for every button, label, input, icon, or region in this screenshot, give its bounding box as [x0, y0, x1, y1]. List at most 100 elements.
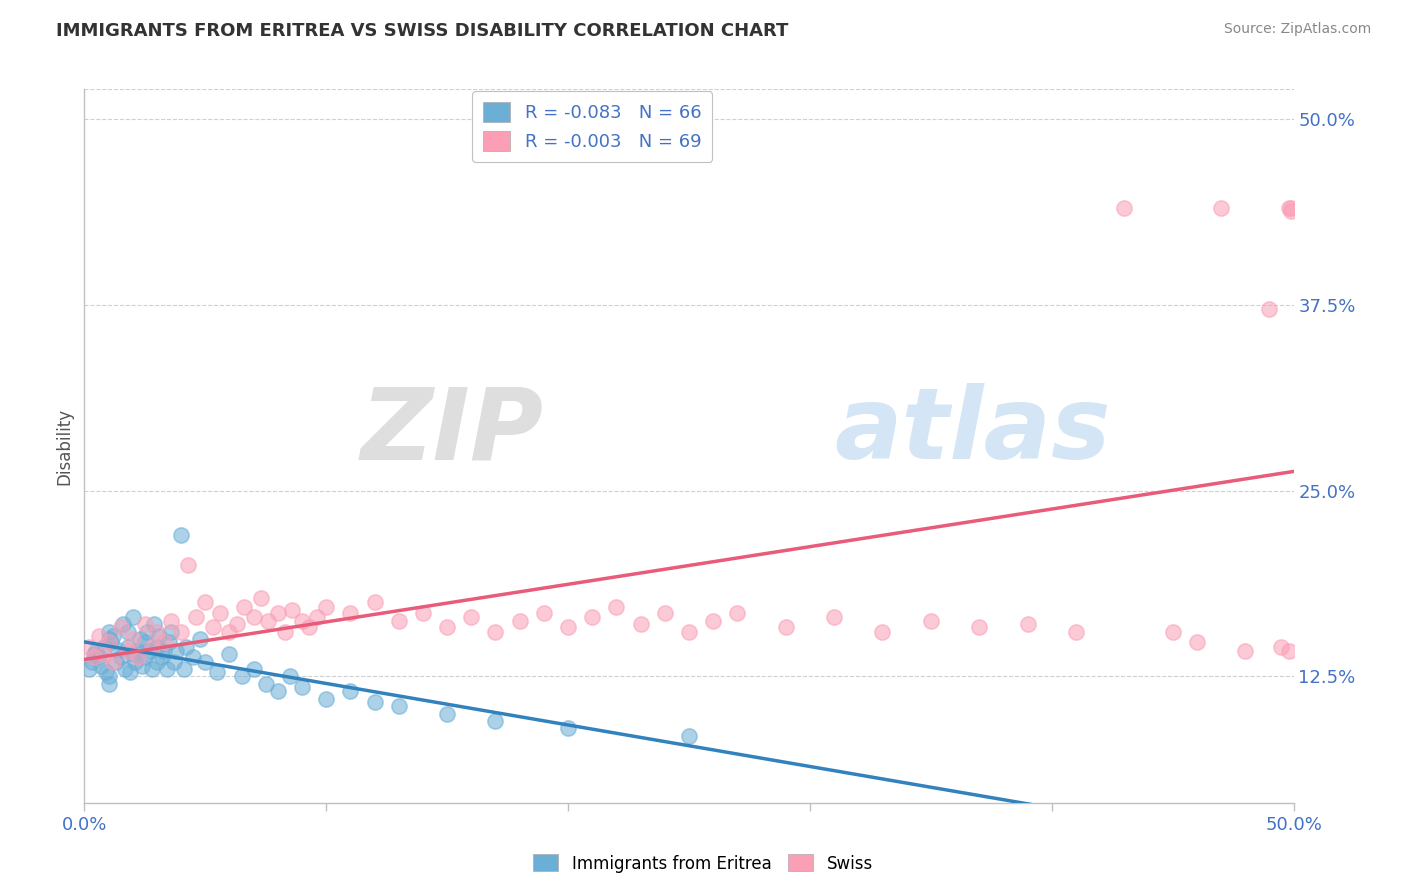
Point: [460, 610, 482, 624]
Point: [218, 647, 240, 661]
Point: [363, 595, 385, 609]
Point: [117, 640, 139, 654]
Point: [775, 620, 797, 634]
Point: [194, 595, 217, 609]
Point: [533, 606, 555, 620]
Point: [170, 528, 193, 542]
Point: [160, 615, 183, 629]
Point: [291, 680, 314, 694]
Legend: Immigrants from Eritrea, Swiss: Immigrants from Eritrea, Swiss: [527, 847, 879, 880]
Point: [138, 644, 160, 658]
Point: [120, 665, 142, 679]
Point: [134, 635, 156, 649]
Point: [181, 650, 204, 665]
Point: [1161, 624, 1184, 639]
Point: [117, 624, 139, 639]
Point: [94, 665, 117, 679]
Point: [267, 684, 290, 698]
Point: [339, 606, 361, 620]
Point: [1209, 201, 1232, 215]
Legend: R = -0.083   N = 66, R = -0.003   N = 69: R = -0.083 N = 66, R = -0.003 N = 69: [472, 91, 711, 161]
Point: [233, 599, 256, 614]
Point: [1234, 644, 1257, 658]
Point: [298, 620, 321, 634]
Point: [97, 632, 120, 647]
Point: [174, 640, 197, 654]
Point: [218, 624, 240, 639]
Point: [143, 617, 166, 632]
Point: [110, 650, 132, 665]
Point: [581, 610, 603, 624]
Point: [87, 650, 110, 665]
Point: [146, 640, 169, 654]
Point: [190, 632, 212, 647]
Point: [678, 624, 700, 639]
Point: [702, 615, 724, 629]
Point: [315, 599, 337, 614]
Point: [77, 640, 100, 654]
Point: [173, 662, 195, 676]
Point: [103, 629, 125, 643]
Point: [131, 659, 153, 673]
Point: [1278, 201, 1301, 215]
Point: [117, 644, 139, 658]
Point: [823, 610, 845, 624]
Point: [1270, 640, 1292, 654]
Point: [267, 606, 290, 620]
Point: [134, 650, 156, 665]
Point: [83, 650, 105, 665]
Point: [678, 729, 700, 743]
Point: [170, 624, 193, 639]
Point: [484, 714, 506, 728]
Point: [146, 655, 169, 669]
Point: [157, 635, 180, 649]
Text: ZIP: ZIP: [361, 384, 544, 480]
Point: [254, 677, 277, 691]
Point: [141, 640, 163, 654]
Point: [97, 635, 120, 649]
Point: [225, 617, 247, 632]
Point: [165, 644, 187, 658]
Text: IMMIGRANTS FROM ERITREA VS SWISS DISABILITY CORRELATION CHART: IMMIGRANTS FROM ERITREA VS SWISS DISABIL…: [56, 22, 789, 40]
Point: [436, 706, 458, 721]
Point: [77, 662, 100, 676]
Point: [112, 617, 135, 632]
Point: [207, 665, 229, 679]
Point: [110, 620, 132, 634]
Point: [104, 655, 127, 669]
Point: [605, 599, 627, 614]
Point: [509, 615, 531, 629]
Point: [107, 642, 129, 657]
Point: [90, 659, 112, 673]
Point: [184, 610, 207, 624]
Point: [141, 662, 163, 676]
Point: [136, 624, 159, 639]
Point: [231, 669, 253, 683]
Point: [121, 610, 143, 624]
Point: [1278, 644, 1301, 658]
Point: [124, 655, 146, 669]
Text: Source: ZipAtlas.com: Source: ZipAtlas.com: [1223, 22, 1371, 37]
Point: [153, 644, 176, 658]
Point: [484, 624, 506, 639]
Point: [388, 699, 411, 714]
Point: [1279, 204, 1302, 219]
Point: [242, 662, 264, 676]
Point: [146, 624, 169, 639]
Point: [725, 606, 748, 620]
Point: [93, 647, 115, 661]
Point: [100, 635, 122, 649]
Point: [412, 606, 434, 620]
Point: [388, 615, 411, 629]
Point: [163, 655, 186, 669]
Point: [97, 677, 120, 691]
Point: [1114, 201, 1136, 215]
Point: [97, 669, 120, 683]
Point: [127, 644, 149, 658]
Point: [557, 722, 579, 736]
Point: [127, 650, 149, 665]
Point: [274, 624, 297, 639]
Point: [153, 635, 176, 649]
Point: [208, 606, 231, 620]
Point: [87, 629, 110, 643]
